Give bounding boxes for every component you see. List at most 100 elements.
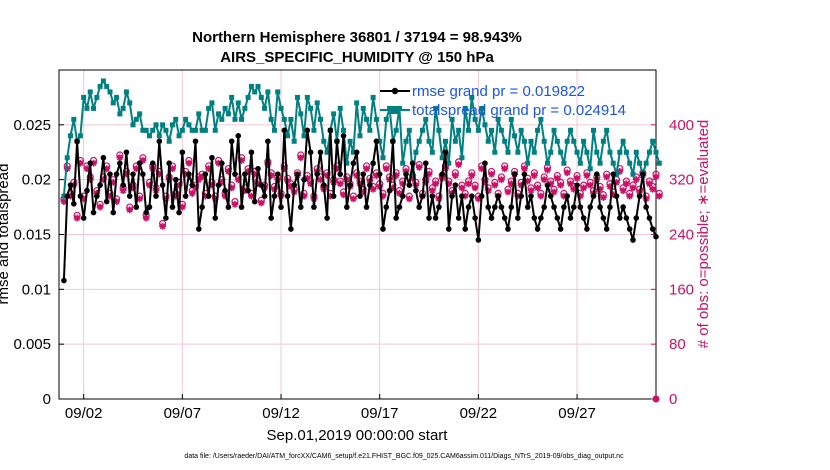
rmse-point <box>373 138 380 145</box>
obs-evaluated-marker <box>238 157 245 164</box>
rmse-point <box>475 237 482 243</box>
obs-evaluated-marker <box>478 165 486 173</box>
rmse-point <box>330 193 337 199</box>
spread-point <box>146 133 152 139</box>
rmse-point <box>113 171 120 177</box>
obs-evaluated-marker <box>224 168 232 175</box>
rmse-point <box>521 171 528 177</box>
rmse-point <box>442 149 449 156</box>
spread-point <box>436 127 442 133</box>
spread-point <box>120 105 126 111</box>
obs-evaluated-marker <box>136 195 143 203</box>
obs-evaluated-marker <box>201 192 209 200</box>
obs-evaluated-marker <box>169 165 176 173</box>
obs-evaluated-marker <box>182 170 190 178</box>
obs-evaluated-marker <box>425 170 433 178</box>
rmse-point <box>541 204 547 210</box>
rmse-point <box>324 215 330 221</box>
rmse-point <box>288 226 294 232</box>
spread-point <box>331 111 337 117</box>
obs-evaluated-marker <box>389 184 397 192</box>
obs-evaluated-marker <box>129 184 137 192</box>
rmse-point <box>235 133 242 139</box>
rmse-line <box>62 130 657 281</box>
obs-evaluated-marker <box>109 179 117 186</box>
obs-evaluated-marker <box>307 180 315 188</box>
spread-point <box>206 105 212 111</box>
rmse-point <box>251 198 258 205</box>
spread-point <box>344 160 350 166</box>
y-axis-left: 0 0.005 0.01 0.015 0.02 0.025 <box>13 117 64 408</box>
spread-point <box>452 138 458 144</box>
rmse-point <box>140 171 146 177</box>
obs-evaluated-marker <box>175 181 183 189</box>
spread-point <box>304 94 310 100</box>
rmse-point <box>511 171 518 177</box>
spread-point <box>281 116 287 122</box>
spread-point <box>354 100 360 106</box>
spread-point <box>433 105 439 111</box>
rmse-point <box>265 138 271 145</box>
obs-evaluated-marker <box>67 192 74 200</box>
obs-evaluated-marker <box>471 184 479 192</box>
spread-point <box>607 149 613 155</box>
obs-evaluated-marker <box>159 222 167 230</box>
spread-point <box>87 89 93 95</box>
rmse-point <box>219 160 225 167</box>
rmse-point <box>485 204 492 210</box>
spread-point <box>367 127 373 133</box>
rmse-point <box>544 182 551 188</box>
obs-evaluated-marker <box>534 184 541 192</box>
obs-evaluated-marker <box>501 165 509 173</box>
spread-point <box>419 127 425 133</box>
obs-evaluated-marker <box>521 165 528 173</box>
y-right-tick-label: 240 <box>669 227 694 244</box>
spread-point <box>156 133 162 139</box>
obs-evaluated-marker <box>100 176 107 184</box>
obs-evaluated-marker <box>527 187 535 195</box>
rmse-point <box>593 171 600 177</box>
rmse-point <box>439 171 445 177</box>
obs-evaluated-marker <box>655 192 663 200</box>
spread-point <box>100 78 106 84</box>
legend-spread-label: totalspread grand pr = 0.024914 <box>412 102 626 119</box>
rmse-point <box>126 193 133 199</box>
spread-point <box>350 149 356 155</box>
spread-point <box>459 155 465 161</box>
y-right-tick-label: 320 <box>669 172 694 189</box>
rmse-point <box>110 209 117 216</box>
spread-point <box>219 116 225 122</box>
obs-evaluated-marker <box>178 203 186 211</box>
obs-evaluated-marker <box>626 192 634 200</box>
footer-note: data file: /Users/raeder/DAI/ATM_forcXX/… <box>184 453 624 460</box>
rmse-point <box>554 215 561 221</box>
obs-evaluated-marker <box>188 189 196 197</box>
obs-evaluated-marker <box>267 172 275 179</box>
spread-point <box>498 127 504 133</box>
spread-point <box>646 149 652 155</box>
spread-point <box>558 149 564 155</box>
spread-point <box>597 160 603 166</box>
rmse-point <box>597 204 603 210</box>
spread-point <box>324 149 330 155</box>
spread-point <box>554 138 560 144</box>
obs-evaluated-marker <box>646 180 653 188</box>
spread-point <box>166 138 172 144</box>
rmse-point <box>590 193 597 199</box>
spread-point <box>429 149 435 155</box>
rmse-point <box>633 215 640 221</box>
y-left-tick-label: 0.025 <box>13 117 51 134</box>
rmse-point <box>212 215 219 221</box>
rmse-point <box>498 204 505 210</box>
rmse-point <box>472 215 478 221</box>
obs-evaluated-marker <box>488 170 495 178</box>
rmse-point <box>255 165 261 172</box>
obs-evaluated-marker <box>465 180 472 188</box>
rmse-point <box>610 171 617 177</box>
obs-evaluated-marker <box>422 179 430 186</box>
spread-point <box>577 160 583 166</box>
rmse-point <box>455 215 462 221</box>
obs-evaluated-marker <box>649 185 657 193</box>
rmse-point <box>531 215 538 221</box>
rmse-point <box>304 127 311 134</box>
